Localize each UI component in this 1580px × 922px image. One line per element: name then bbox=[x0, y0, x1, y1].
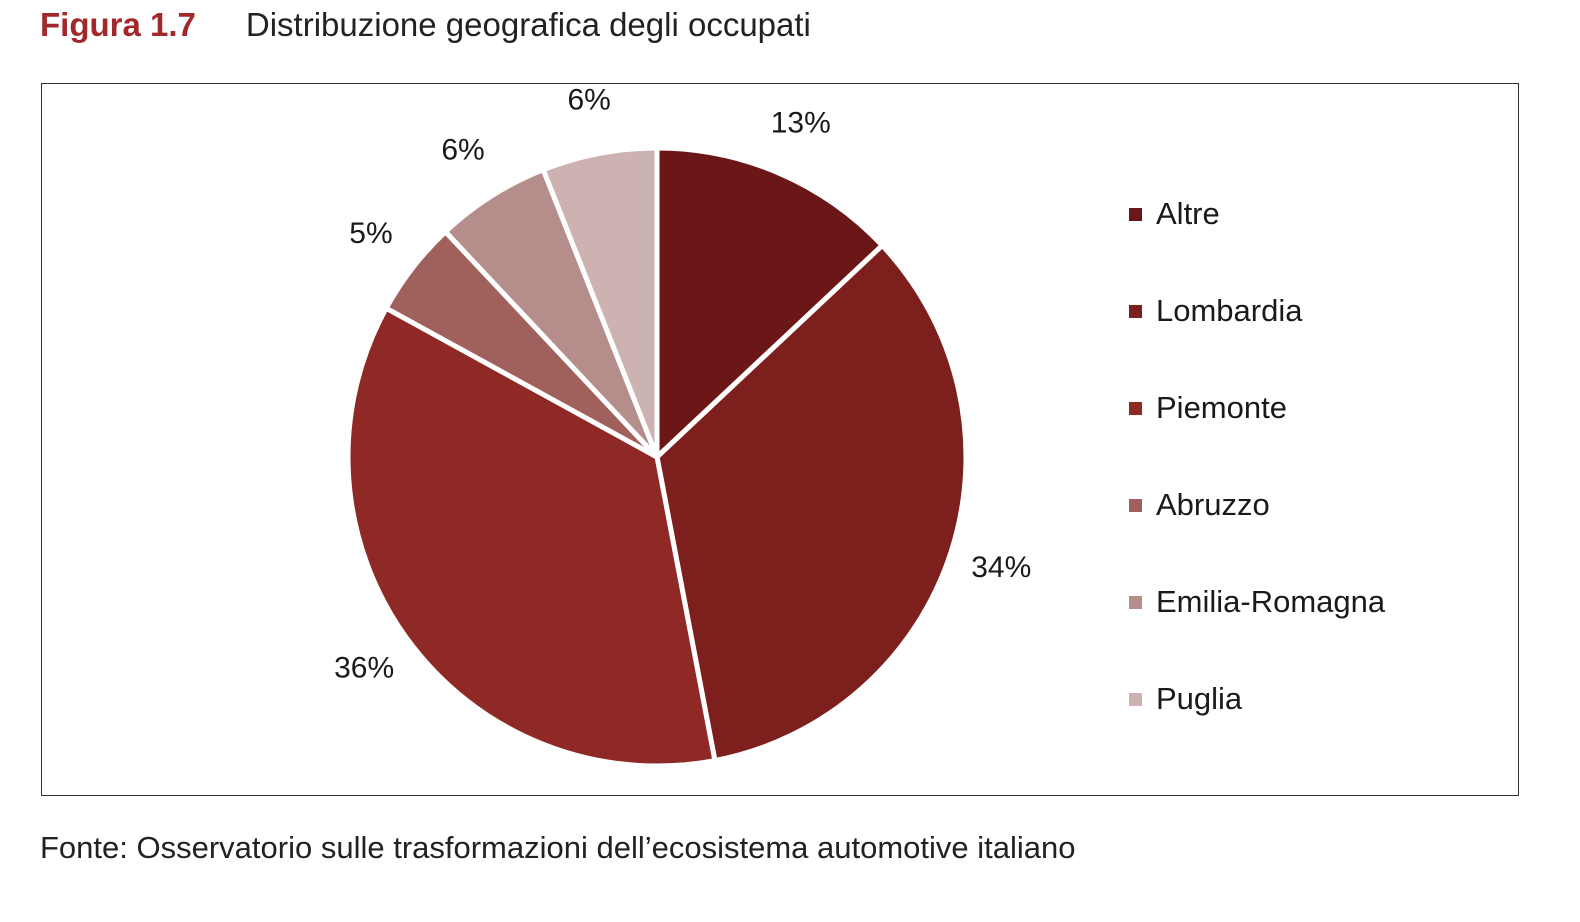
chart-frame: 13% 34% 36% 5% 6% 6% Altre Lombardia Piemonte Ab… bbox=[41, 83, 1519, 796]
data-label-lombardia: 34% bbox=[971, 551, 1031, 584]
legend-label: Piemonte bbox=[1156, 390, 1287, 425]
legend-swatch bbox=[1129, 401, 1142, 415]
figure-source: Fonte: Osservatorio sulle trasformazioni… bbox=[40, 830, 1076, 865]
pie-labels: 13% 34% 36% 5% 6% 6% bbox=[334, 84, 1031, 685]
legend-label: Lombardia bbox=[1156, 293, 1303, 328]
legend-label: Altre bbox=[1156, 196, 1220, 231]
legend-swatch bbox=[1129, 304, 1142, 318]
data-label-piemonte: 36% bbox=[334, 652, 394, 685]
legend-label: Emilia-Romagna bbox=[1156, 584, 1386, 619]
legend-item-puglia: Puglia bbox=[1129, 681, 1242, 717]
pie-slice-puglia bbox=[540, 145, 660, 460]
legend-swatch bbox=[1129, 692, 1142, 706]
legend-swatch bbox=[1129, 595, 1142, 609]
figure-title: Distribuzione geografica degli occupati bbox=[245, 6, 811, 43]
legend-item-lombardia: Lombardia bbox=[1129, 293, 1302, 329]
data-label-emilia-romagna: 6% bbox=[441, 133, 484, 166]
legend-item-abruzzo: Abruzzo bbox=[1129, 487, 1270, 523]
figure-number: Figura 1.7 bbox=[40, 6, 196, 43]
legend-swatch bbox=[1129, 498, 1142, 512]
data-label-altre: 13% bbox=[771, 107, 831, 140]
figure-header: Figura 1.7 Distribuzione geografica degl… bbox=[40, 6, 811, 50]
legend-item-emilia-romagna: Emilia-Romagna bbox=[1129, 584, 1385, 620]
legend-label: Abruzzo bbox=[1156, 487, 1270, 522]
data-label-abruzzo: 5% bbox=[349, 217, 392, 250]
legend-item-piemonte: Piemonte bbox=[1129, 390, 1287, 426]
pie-slice-altre bbox=[654, 145, 885, 460]
legend-label: Puglia bbox=[1156, 681, 1243, 716]
data-label-puglia: 6% bbox=[567, 84, 610, 116]
legend-swatch bbox=[1129, 207, 1142, 221]
pie-slices bbox=[345, 145, 969, 769]
pie-chart: 13% 34% 36% 5% 6% 6% bbox=[334, 84, 1031, 769]
pie-slice-piemonte bbox=[345, 305, 718, 769]
pie-slice-lombardia bbox=[654, 242, 969, 764]
legend-item-altre: Altre bbox=[1129, 196, 1220, 232]
